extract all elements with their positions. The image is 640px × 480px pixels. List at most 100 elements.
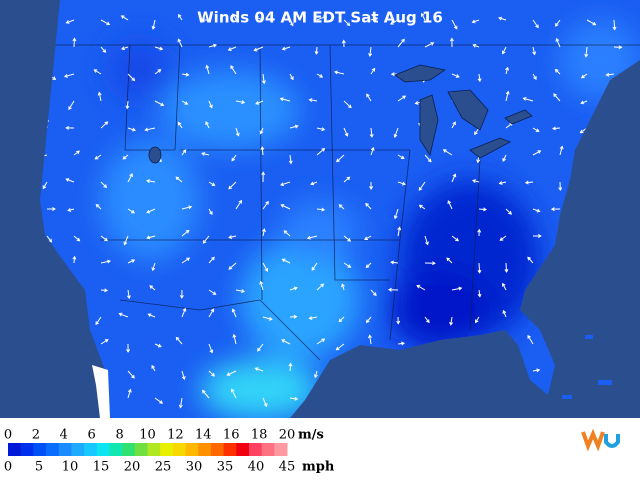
- arrow-head: [537, 150, 542, 154]
- wind-arrow: [555, 37, 561, 48]
- arrow-head: [320, 283, 325, 288]
- arrow-head: [504, 268, 509, 273]
- wind-arrow: [179, 289, 184, 299]
- arrow-shaft: [498, 17, 507, 21]
- wind-arrow: [72, 37, 77, 48]
- arrow-shaft: [365, 203, 372, 210]
- wind-arrow: [532, 368, 541, 373]
- arrow-shaft: [289, 287, 298, 291]
- wind-arrow: [341, 39, 346, 48]
- legend-swatch: [210, 443, 225, 456]
- arrow-shaft: [100, 46, 106, 53]
- wind-arrow: [527, 334, 534, 345]
- arrow-head: [584, 53, 589, 58]
- arrow-shaft: [370, 127, 373, 137]
- arrow-shaft: [316, 338, 325, 345]
- arrow-shaft: [451, 19, 458, 29]
- wind-arrow: [228, 181, 237, 190]
- arrow-shaft: [255, 16, 264, 21]
- wind-arrow: [338, 316, 345, 323]
- wind-arrow: [289, 314, 298, 319]
- wind-arrow: [396, 316, 401, 325]
- wind-arrow: [478, 207, 487, 212]
- arrow-head: [294, 124, 299, 129]
- arrow-shaft: [391, 261, 399, 264]
- arrow-shaft: [397, 154, 405, 159]
- wind-arrow: [584, 46, 589, 58]
- arrow-head: [365, 264, 370, 269]
- mph-tick-label: 10: [62, 460, 79, 475]
- arrow-head: [321, 127, 326, 132]
- legend-swatch: [248, 443, 263, 456]
- arrow-shaft: [316, 73, 323, 78]
- arrow-shaft: [316, 15, 327, 21]
- arrow-shaft: [257, 343, 264, 352]
- arrow-shaft: [127, 73, 135, 81]
- arrow-head: [211, 372, 215, 377]
- wind-arrow: [613, 45, 623, 50]
- arrow-head: [319, 74, 324, 78]
- wind-arrow: [235, 127, 240, 137]
- arrow-head: [104, 339, 109, 343]
- wind-arrow: [127, 259, 136, 264]
- arrow-head: [212, 43, 217, 48]
- arrow-head: [346, 176, 351, 181]
- arrow-head: [182, 307, 187, 312]
- arrow-shaft: [314, 370, 318, 378]
- wind-arrow: [451, 173, 457, 183]
- arrow-head: [72, 255, 77, 260]
- arrow-head: [146, 179, 150, 183]
- wind-arrow: [100, 121, 109, 129]
- wind-arrow: [580, 100, 588, 105]
- arrow-shaft: [73, 150, 80, 156]
- arrow-head: [311, 267, 316, 271]
- wind-arrow: [505, 90, 510, 102]
- arrow-head: [344, 132, 349, 137]
- arrow-head: [552, 126, 556, 131]
- ms-tick-label: 6: [88, 428, 96, 443]
- wind-arrow: [532, 73, 537, 80]
- arrow-shaft: [397, 39, 405, 48]
- wind-arrow: [151, 19, 156, 30]
- arrow-head: [261, 228, 266, 233]
- arrow-head: [388, 287, 392, 292]
- arrow-shaft: [146, 180, 156, 183]
- arrow-head: [390, 72, 395, 77]
- arrow-shaft: [231, 154, 237, 162]
- arrow-head: [68, 106, 72, 111]
- wind-arrow: [181, 307, 187, 318]
- arrow-shaft: [556, 38, 561, 48]
- wind-arrow: [100, 339, 109, 345]
- wind-arrow: [254, 16, 264, 21]
- arrow-head: [427, 158, 432, 163]
- wind-arrow: [181, 257, 191, 264]
- wind-arrow: [316, 15, 328, 21]
- wind-arrow: [281, 258, 291, 264]
- arrow-head: [321, 338, 326, 342]
- arrow-shaft: [315, 46, 318, 54]
- wind-arrow: [477, 289, 482, 298]
- arrow-shaft: [366, 316, 372, 323]
- arrow-head: [365, 319, 370, 324]
- arrow-head: [393, 134, 398, 138]
- arrow-shaft: [527, 335, 534, 345]
- arrow-head: [151, 267, 156, 272]
- arrow-shaft: [499, 181, 507, 185]
- arrow-shaft: [532, 369, 540, 372]
- wind-arrow: [316, 73, 324, 78]
- wind-arrow: [100, 259, 111, 264]
- arrow-head: [502, 157, 506, 162]
- arrow-shaft: [451, 287, 462, 291]
- arrow-shaft: [260, 127, 264, 134]
- arrow-shaft: [261, 147, 264, 156]
- arrow-shaft: [307, 235, 318, 239]
- arrow-head: [228, 235, 233, 239]
- arrow-shaft: [552, 127, 561, 130]
- arrow-shaft: [451, 235, 459, 242]
- wind-arrow: [144, 127, 156, 132]
- arrow-shaft: [262, 73, 265, 84]
- wind-arrow: [501, 46, 507, 55]
- wind-arrow: [208, 308, 215, 318]
- wind-arrow: [261, 73, 266, 85]
- arrow-head: [42, 185, 47, 190]
